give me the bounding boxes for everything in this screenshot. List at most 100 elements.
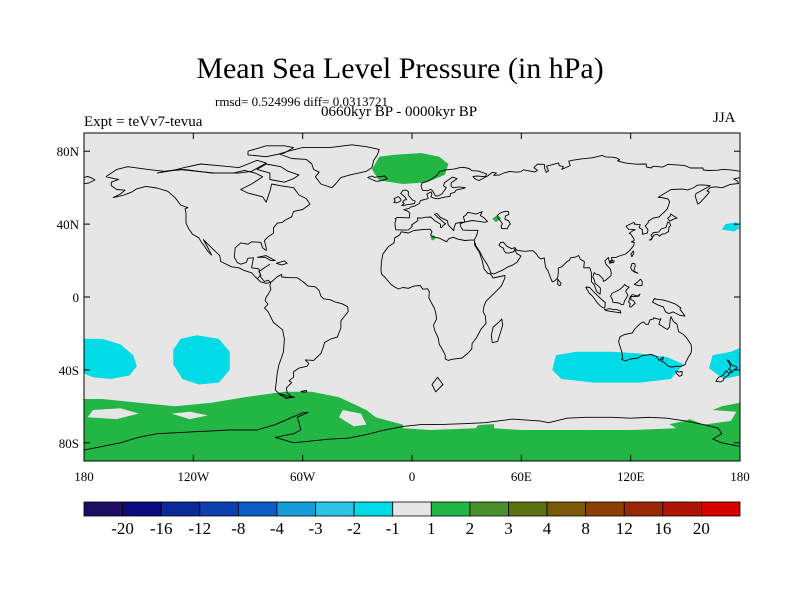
colorbar-label: -3 xyxy=(308,519,322,538)
coastline-segment xyxy=(628,293,641,308)
neutral-region-amundsen-gap xyxy=(171,411,208,420)
neutral-region-east-antarctic-gap-2 xyxy=(494,422,677,430)
map-panel: 180 120W 60W 0 60E 120E 180 80N 40N 0 40S 80S xyxy=(57,132,750,484)
coastline-segment xyxy=(367,175,388,182)
coastline-segment xyxy=(633,278,643,287)
coastlines xyxy=(84,144,740,451)
colorbar-swatch xyxy=(508,501,548,517)
y-tick-label: 0 xyxy=(73,290,80,305)
colorbar-swatch xyxy=(546,501,587,517)
colorbar-swatch xyxy=(392,501,432,517)
coastline-segment xyxy=(394,154,740,227)
colorbar: -20 -16 -12 -8 -4 -3 -2 -1 1 2 3 4 8 12 16 20 xyxy=(83,501,741,538)
x-tick-label: 120E xyxy=(617,469,645,484)
coastline-segment xyxy=(257,255,276,262)
anomaly-region-north-atlantic-positive xyxy=(371,153,449,184)
period-label: 0660kyr BP - 0000kyr BP xyxy=(321,104,478,120)
colorbar-label: 3 xyxy=(504,519,513,538)
stats-label: rmsd= 0.524996 diff= 0.0313721 xyxy=(215,94,388,109)
colorbar-label: 16 xyxy=(654,519,671,538)
colorbar-label: -8 xyxy=(231,519,245,538)
y-tick-label: 80N xyxy=(57,144,80,159)
colorbar-label: 1 xyxy=(427,519,436,538)
y-tick-label: 40S xyxy=(59,363,79,378)
colorbar-swatch xyxy=(353,501,394,517)
anomaly-region-southern-ocean-positive xyxy=(84,391,740,461)
x-tick-label: 120W xyxy=(177,469,210,484)
colorbar-swatch xyxy=(199,501,239,517)
colorbar-label: 4 xyxy=(543,519,552,538)
x-tick-label: 60W xyxy=(290,469,316,484)
coastline-segment xyxy=(278,393,295,399)
coastline-segment xyxy=(667,213,678,222)
neutral-region-east-antarctic-gap-3 xyxy=(685,410,737,425)
coastline-segment xyxy=(380,228,506,361)
anomaly-region-africa-small-positive xyxy=(430,235,436,241)
anomaly-region-indian-ocean-negative xyxy=(552,351,684,383)
colorbar-label: 12 xyxy=(616,519,633,538)
colorbar-label: -12 xyxy=(188,519,211,538)
coastline-segment xyxy=(394,213,479,241)
coastline-segment xyxy=(648,221,672,241)
colorbar-label: -20 xyxy=(111,519,134,538)
neutral-region-indian-southern-gap xyxy=(585,408,649,416)
anomaly-region-caspian-positive xyxy=(492,215,502,223)
coastline-segment xyxy=(490,318,504,344)
colorbar-swatch xyxy=(315,501,355,517)
anomaly-region-pacific-central-negative xyxy=(173,335,230,385)
coastline-segment xyxy=(84,411,740,451)
colorbar-swatch xyxy=(662,501,702,517)
neutral-region-east-antarctic-gap-1 xyxy=(402,420,482,430)
colorbar-swatch xyxy=(160,501,201,517)
anomaly-region-pacific-east-negative xyxy=(84,338,137,379)
colorbar-label: -4 xyxy=(270,519,285,538)
x-tick-label: 180 xyxy=(74,469,94,484)
coastline-segment xyxy=(609,259,615,264)
coastline-segment xyxy=(652,298,686,317)
y-tick-label: 40N xyxy=(57,217,80,232)
coastline-segment xyxy=(675,370,683,377)
coastline-segment xyxy=(603,308,622,314)
coastline-segment xyxy=(278,144,380,189)
colorbar-swatch xyxy=(83,501,123,517)
coastline-segment xyxy=(715,370,730,383)
coastline-segment xyxy=(84,175,96,185)
x-tick-label: 60E xyxy=(511,469,532,484)
coastline-segment xyxy=(276,260,288,266)
coastline-segment xyxy=(393,196,402,204)
colorbar-swatch xyxy=(585,501,625,517)
coastline-segment xyxy=(557,278,562,287)
colorbar-swatch xyxy=(701,501,741,517)
coastline-segment xyxy=(585,286,606,309)
experiment-label: Expt = teVv7-tevua xyxy=(84,114,203,130)
coastline-segment xyxy=(263,273,349,399)
anomaly-fills xyxy=(84,153,740,461)
x-tick-label: 0 xyxy=(409,469,416,484)
colorbar-label: 20 xyxy=(693,519,710,538)
chart-title: Mean Sea Level Pressure (in hPa) xyxy=(196,52,604,85)
colorbar-swatch xyxy=(276,501,316,517)
y-tick-label: 80S xyxy=(59,436,79,451)
colorbar-label: 8 xyxy=(581,519,590,538)
coastline-segment xyxy=(618,316,693,368)
coastline-segment xyxy=(431,376,444,393)
colorbar-swatch xyxy=(122,501,162,517)
coastline-segment xyxy=(630,250,635,258)
axis-ticks: 180 120W 60W 0 60E 120E 180 80N 40N 0 40S 80S xyxy=(57,133,750,484)
colorbar-swatch xyxy=(469,501,509,517)
coastline-segment xyxy=(475,177,740,295)
coastline-segment xyxy=(496,210,511,230)
coastline-segment xyxy=(610,283,630,305)
coastline-segment xyxy=(247,145,295,158)
colorbar-swatch xyxy=(623,501,664,517)
season-label: JJA xyxy=(713,110,736,126)
coastline-segment xyxy=(156,159,267,174)
coastline-segment xyxy=(256,163,300,183)
coastline-segment xyxy=(105,166,311,284)
coastline-segment xyxy=(300,390,308,393)
coastline-segment xyxy=(462,211,489,223)
colorbar-swatch xyxy=(237,501,278,517)
neutral-region-weddell-gap xyxy=(339,410,367,427)
neutral-region-ross-sea-gap xyxy=(87,408,139,420)
